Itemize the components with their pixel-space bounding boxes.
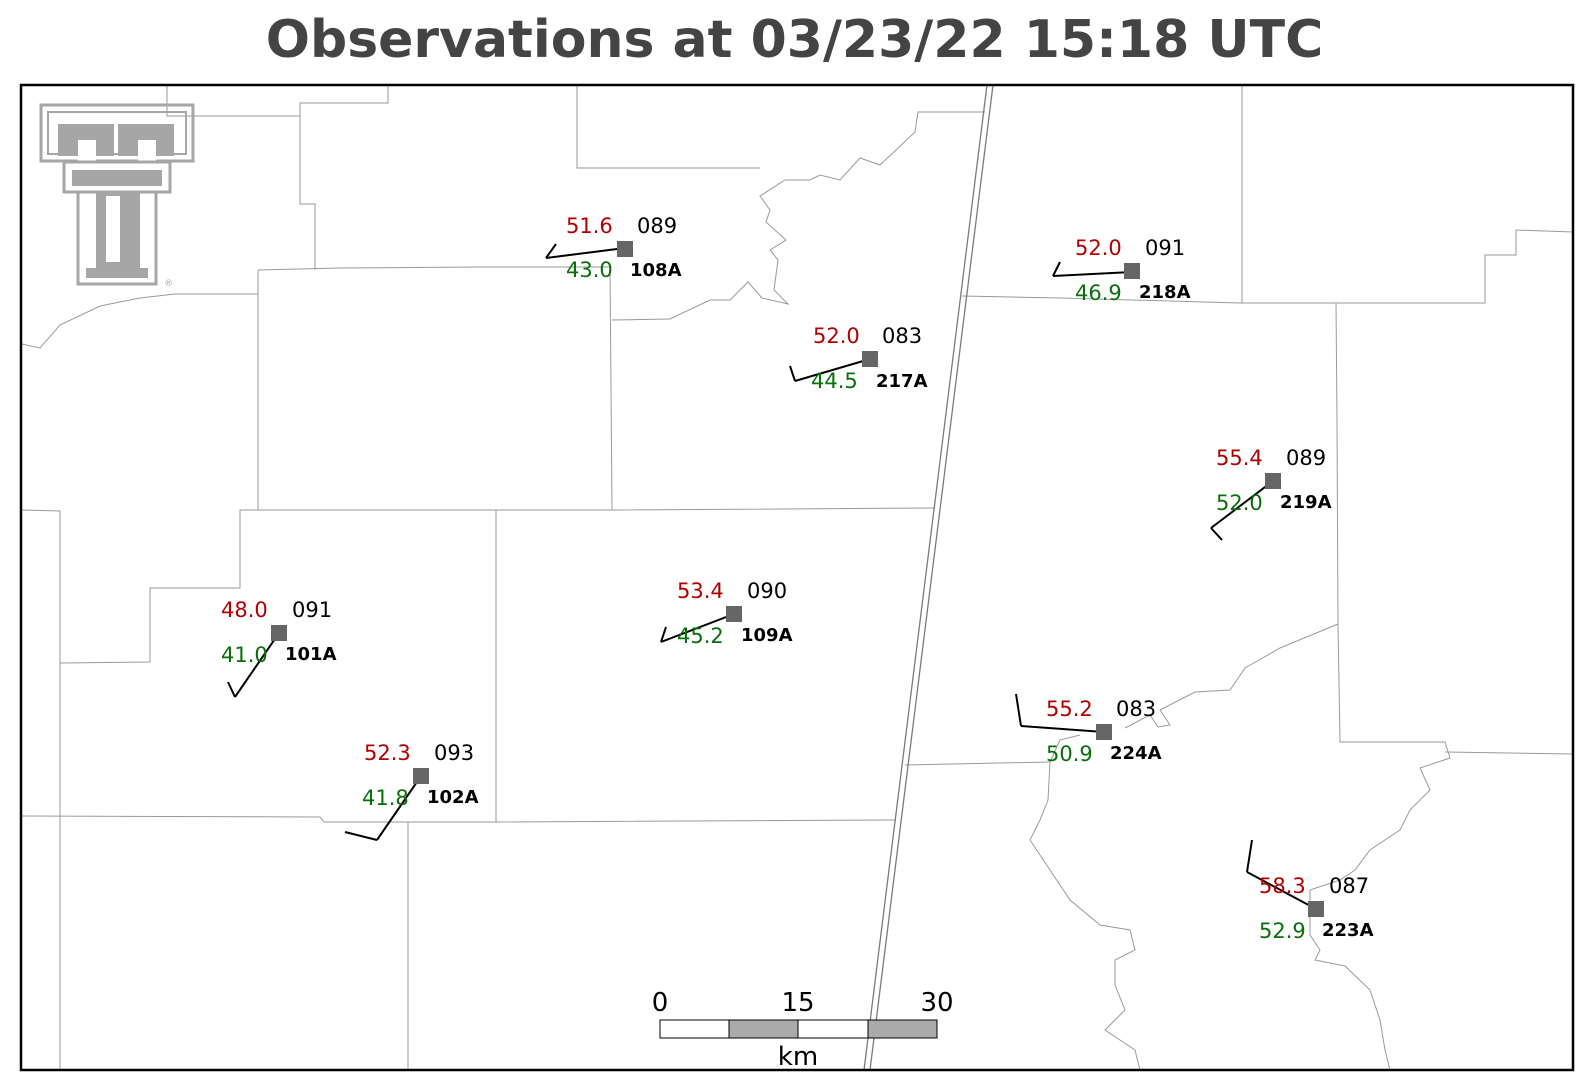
map-frame <box>19 83 1575 1072</box>
wind-direction-value: 083 <box>1116 697 1156 721</box>
dewpoint-value: 43.0 <box>566 258 613 282</box>
scale-label-15: 15 <box>781 988 814 1018</box>
svg-text:®: ® <box>164 279 173 289</box>
temperature-value: 52.0 <box>813 324 860 348</box>
dewpoint-value: 41.8 <box>362 786 409 810</box>
dewpoint-value: 52.0 <box>1216 491 1263 515</box>
dewpoint-value: 46.9 <box>1075 281 1122 305</box>
station-224A[interactable]: 55.2 083 50.9 224A <box>1046 697 1162 766</box>
station-id: 101A <box>285 644 337 665</box>
station-marker <box>271 625 287 641</box>
station-id: 218A <box>1139 282 1191 303</box>
temperature-value: 55.2 <box>1046 697 1093 721</box>
wind-direction-value: 093 <box>434 741 474 765</box>
station-id: 109A <box>741 625 793 646</box>
station-102A[interactable]: 52.3 093 41.8 102A <box>362 741 479 810</box>
dewpoint-value: 50.9 <box>1046 742 1093 766</box>
wind-direction-value: 083 <box>882 324 922 348</box>
wind-direction-value: 090 <box>747 579 787 603</box>
station-id: 102A <box>427 787 479 808</box>
temperature-value: 52.3 <box>364 741 411 765</box>
wind-direction-value: 091 <box>1145 236 1185 260</box>
dewpoint-value: 45.2 <box>677 624 724 648</box>
station-id: 108A <box>630 260 682 281</box>
dewpoint-value: 44.5 <box>811 369 858 393</box>
dewpoint-value: 41.0 <box>221 643 268 667</box>
station-marker <box>1308 901 1324 917</box>
station-id: 217A <box>876 371 928 392</box>
station-id: 219A <box>1280 492 1332 513</box>
scale-unit: km <box>778 1042 818 1072</box>
temperature-value: 52.0 <box>1075 236 1122 260</box>
wind-direction-value: 089 <box>637 214 677 238</box>
scale-label-30: 30 <box>920 988 953 1018</box>
station-marker <box>1124 263 1140 279</box>
station-marker <box>1096 724 1112 740</box>
scale-bar: 0 15 30 km <box>652 988 954 1072</box>
temperature-value: 53.4 <box>677 579 724 603</box>
station-223A[interactable]: 58.3 087 52.9 223A <box>1259 874 1374 943</box>
station-marker <box>1265 473 1281 489</box>
temperature-value: 51.6 <box>566 214 613 238</box>
station-108A[interactable]: 51.6 089 43.0 108A <box>566 214 682 282</box>
station-marker <box>413 768 429 784</box>
temperature-value: 58.3 <box>1259 874 1306 898</box>
county-boundaries <box>21 85 1574 1071</box>
wind-barbs <box>227 243 1317 910</box>
station-219A[interactable]: 55.4 089 52.0 219A <box>1216 446 1332 515</box>
wind-direction-value: 091 <box>292 598 332 622</box>
page-title: Observations at 03/23/22 15:18 UTC <box>265 10 1324 70</box>
wind-direction-value: 089 <box>1286 446 1326 470</box>
temperature-value: 55.4 <box>1216 446 1263 470</box>
station-217A[interactable]: 52.0 083 44.5 217A <box>811 324 928 393</box>
station-marker <box>726 606 742 622</box>
station-101A[interactable]: 48.0 091 41.0 101A <box>221 598 337 667</box>
station-id: 224A <box>1110 743 1162 764</box>
state-boundary <box>863 84 994 1071</box>
station-109A[interactable]: 53.4 090 45.2 109A <box>677 579 793 648</box>
wind-direction-value: 087 <box>1329 874 1369 898</box>
station-218A[interactable]: 52.0 091 46.9 218A <box>1075 236 1191 305</box>
texas-tech-double-t-logo: ® <box>39 103 195 289</box>
temperature-value: 48.0 <box>221 598 268 622</box>
station-marker <box>617 241 633 257</box>
scale-label-0: 0 <box>652 988 669 1018</box>
station-id: 223A <box>1322 920 1374 941</box>
station-marker <box>862 351 878 367</box>
dewpoint-value: 52.9 <box>1259 919 1306 943</box>
